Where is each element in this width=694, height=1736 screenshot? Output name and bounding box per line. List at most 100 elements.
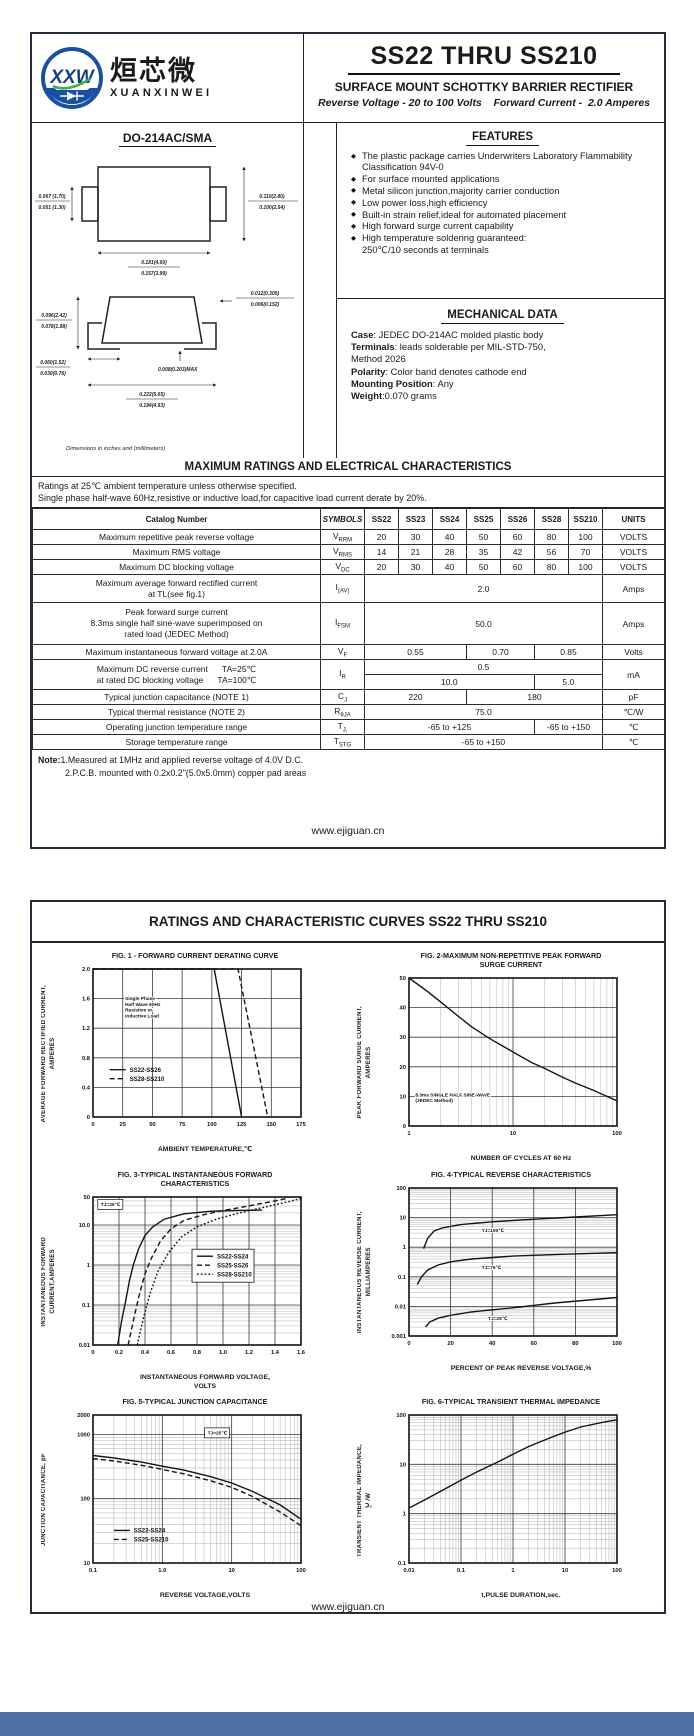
package-dim-label: 0.067 (1.70) <box>39 194 66 200</box>
svg-text:TJ=25℃: TJ=25℃ <box>101 1202 121 1208</box>
spec-label-line: Maximum instantaneous forward voltage at… <box>85 646 268 657</box>
package-outline-section: DO-214AC/SMA 0.067 (1.70) 0.051 (1.30) 0… <box>32 123 304 458</box>
spec-value: 56 <box>534 544 569 561</box>
spec-symbol: TJ, <box>320 719 365 736</box>
ratings-table: Catalog Number SYMBOLS SS22 SS23 SS24 SS25 SS2… <box>32 508 665 751</box>
figure-body: TRANSIENT THERMAL IMPEDANCE, ℃/W 0.01 0.1 1… <box>356 1407 656 1592</box>
svg-text:SS22-SS24: SS22-SS24 <box>217 1254 249 1260</box>
spec-label-line: 8.3ms single half sine-wave superimposed… <box>90 618 263 629</box>
spec-label-line: Maximum RMS voltage <box>132 546 221 557</box>
svg-text:1: 1 <box>511 1568 515 1574</box>
mechanical-key: Polarity <box>351 365 386 377</box>
spec-value: 5.0 <box>533 675 602 690</box>
svg-text:1: 1 <box>403 1245 407 1251</box>
spec-value: -65 to +125 <box>364 719 535 736</box>
package-dim-label: 0.008(0.203)MAX <box>158 367 198 373</box>
figure-title: FIG. 3-TYPICAL INSTANTANEOUS FORWARD CHA… <box>117 1169 273 1188</box>
package-dim-label: 0.157(3.99) <box>141 271 167 277</box>
svg-text:0.1: 0.1 <box>398 1561 407 1567</box>
spec-value: 21 <box>398 544 433 561</box>
spec-row: Typical junction capacitance (NOTE 1) CJ 2… <box>32 689 665 706</box>
spec-unit: ℃ <box>602 719 665 736</box>
site-footer-2: www.ejiguan.cn <box>311 1601 385 1614</box>
spec-symbol: I(AV) <box>320 574 365 604</box>
package-dim-label: 0.110(2.80) <box>259 194 285 200</box>
spec-row: Storage temperature range TSTG -65 to +150… <box>32 734 665 751</box>
figure-x-axis-label: AMBIENT TEMPERATURE,℃ <box>157 1146 253 1153</box>
svg-text:1.0: 1.0 <box>158 1568 166 1574</box>
doc-subtitle: SURFACE MOUNT SCHOTTKY BARRIER RECTIFIER <box>334 80 634 94</box>
svg-text:10.0: 10.0 <box>79 1223 90 1229</box>
mechanical-value: : Any <box>432 377 454 389</box>
spec-symbol: VRRM <box>320 529 365 546</box>
spec-value: 80 <box>534 529 569 546</box>
svg-text:SS25-SS26: SS25-SS26 <box>217 1263 249 1269</box>
spec-value: 30 <box>398 529 433 546</box>
diamond-bullet-icon: ◆ <box>351 199 356 207</box>
figure-plot-area: 0.1 1.0 10 100 2000 1000 100 10 TJ=25℃ SS22-SS24 S… <box>57 1407 313 1592</box>
spec-label-line: at rated DC blocking voltage TA=100℃ <box>96 674 257 685</box>
model-header: SS28 <box>534 508 569 531</box>
svg-text:0: 0 <box>91 1350 94 1356</box>
spec-value: 40 <box>432 559 467 576</box>
feature-item: ◆ Built-in strain relief,ideal for automa… <box>351 210 654 221</box>
figure-title: FIG. 4-TYPICAL REVERSE CHARACTERISTICS <box>430 1169 591 1179</box>
svg-text:1.6: 1.6 <box>297 1350 306 1356</box>
spec-symbol: VF <box>320 644 365 661</box>
spec-unit: VOLTS <box>602 544 665 561</box>
spec-label-line: Storage temperature range <box>125 736 228 747</box>
spec-label: Typical thermal resistance (NOTE 2) <box>32 704 321 721</box>
figure-plot-area: 1 10 100 0 10 20 30 40 50 8.3ms SINGLE HALF SINE-… <box>373 970 629 1155</box>
figure-fig1: FIG. 1 - FORWARD CURRENT DERATING CURVE A… <box>40 947 340 1164</box>
svg-text:TJ=25℃: TJ=25℃ <box>208 1431 228 1437</box>
figure-fig4: FIG. 4-TYPICAL REVERSE CHARACTERISTICS IN… <box>356 1166 656 1392</box>
svg-text:0: 0 <box>87 1115 90 1121</box>
spec-label: Maximum DC blocking voltage <box>32 559 321 576</box>
spec-unit: VOLTS <box>602 529 665 546</box>
spec-value: 0.5 <box>477 662 490 673</box>
spec-label: Peak forward surge current 8.3ms single h… <box>32 602 321 646</box>
svg-text:150: 150 <box>266 1122 276 1128</box>
mechanical-line: Terminals: leads solderable per MIL-STD-… <box>351 341 654 353</box>
figure-x-axis-label: NUMBER OF CYCLES AT 60 Hz <box>470 1155 572 1162</box>
figure-fig2: FIG. 2-MAXIMUM NON-REPETITIVE PEAK FORWA… <box>356 947 656 1164</box>
svg-text:10: 10 <box>400 1215 406 1221</box>
svg-text:50: 50 <box>149 1122 155 1128</box>
svg-text:100: 100 <box>612 1568 622 1574</box>
spec-value: 0.70 <box>466 644 535 661</box>
spec-value: 75.0 <box>364 704 603 721</box>
svg-text:2000: 2000 <box>77 1413 90 1419</box>
svg-text:0.6: 0.6 <box>167 1350 176 1356</box>
spec-value: 2.0 <box>364 574 603 604</box>
spec-label-line: Peak forward surge current <box>125 607 228 618</box>
spec-label-line: Maximum DC blocking voltage <box>119 561 234 572</box>
spec-row: Maximum average forward rectified curren… <box>32 574 665 604</box>
spec-unit: Volts <box>602 644 665 661</box>
diamond-bullet-icon: ◆ <box>351 234 356 242</box>
svg-text:60: 60 <box>531 1341 537 1347</box>
svg-text:25: 25 <box>119 1122 126 1128</box>
figure-y-axis-label: TRANSIENT THERMAL IMPEDANCE, ℃/W <box>357 1443 372 1557</box>
svg-text:10: 10 <box>400 1463 406 1469</box>
figure-body: JUNCTION CAPACITANCE, pF 0.1 1.0 10 100 2000 1… <box>40 1407 340 1592</box>
svg-text:0: 0 <box>407 1341 410 1347</box>
spec-row: Maximum DC blocking voltage VDC 20 30 40 50 60… <box>32 559 665 576</box>
package-name: DO-214AC/SMA <box>32 131 303 147</box>
note-prefix: Note: <box>38 755 61 766</box>
spec-label-line: rated load (JEDEC Method) <box>124 629 229 640</box>
spec-value: 70 <box>568 544 603 561</box>
mechanical-value: :0.070 grams <box>382 390 437 402</box>
figure-y-axis-label: AVERAGE FORWARD RECTIFIED CURRENT, AMPER… <box>41 984 56 1123</box>
spec-value: 28 <box>432 544 467 561</box>
svg-text:0.1: 0.1 <box>89 1568 98 1574</box>
svg-text:8.3ms SINGLE HALF SINE-WAVE: 8.3ms SINGLE HALF SINE-WAVE <box>415 1092 491 1098</box>
model-header: SS25 <box>466 508 501 531</box>
spec-value: 30 <box>398 559 433 576</box>
diamond-bullet-icon: ◆ <box>351 187 356 195</box>
spec-label: Storage temperature range <box>32 734 321 751</box>
svg-text:0.2: 0.2 <box>115 1350 123 1356</box>
svg-text:20: 20 <box>400 1065 406 1071</box>
svg-text:100: 100 <box>612 1341 622 1347</box>
svg-text:Half Wave 60Hz: Half Wave 60Hz <box>125 1002 161 1008</box>
svg-text:10: 10 <box>562 1568 568 1574</box>
